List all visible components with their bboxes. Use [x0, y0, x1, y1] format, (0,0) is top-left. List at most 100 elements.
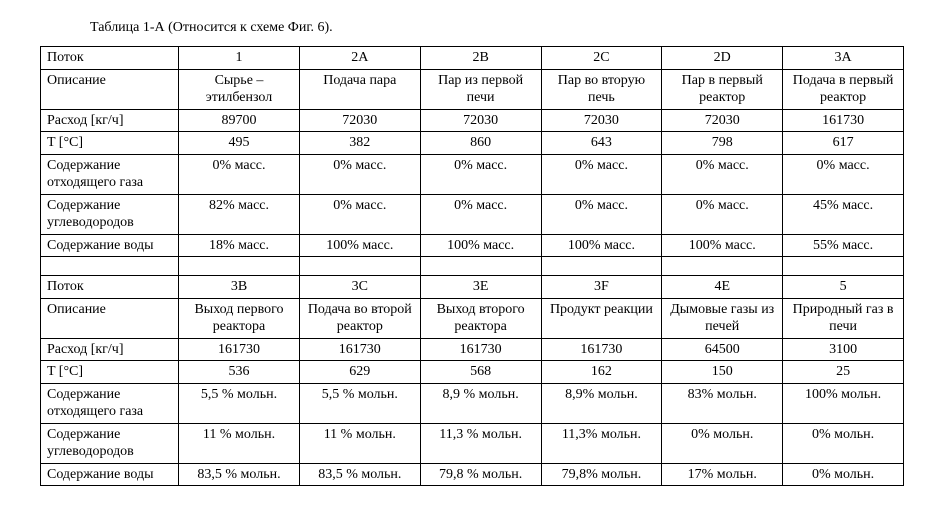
cell: 161730 [179, 338, 300, 361]
row-label: Расход [кг/ч] [41, 338, 179, 361]
row-label: T [°C] [41, 361, 179, 384]
cell: 617 [783, 132, 904, 155]
cell: 643 [541, 132, 662, 155]
cell: 0% масс. [662, 194, 783, 234]
cell: Пар из первой печи [420, 69, 541, 109]
cell: 161730 [299, 338, 420, 361]
row-label: Описание [41, 69, 179, 109]
cell: 536 [179, 361, 300, 384]
cell: 3100 [783, 338, 904, 361]
cell: 8,9 % мольн. [420, 383, 541, 423]
cell: 2A [299, 47, 420, 70]
cell: 100% масс. [662, 234, 783, 257]
cell: 382 [299, 132, 420, 155]
table-row: Описание Выход первого реактора Подача в… [41, 298, 904, 338]
cell: 17% мольн. [662, 463, 783, 486]
cell: Подача в первый реактор [783, 69, 904, 109]
table-row: Содержание углеводородов 11 % мольн. 11 … [41, 423, 904, 463]
cell: Сырье – этилбензол [179, 69, 300, 109]
row-label: Поток [41, 47, 179, 70]
cell: Подача пара [299, 69, 420, 109]
row-label: Содержание отходящего газа [41, 383, 179, 423]
cell: 3F [541, 276, 662, 299]
cell: 161730 [783, 109, 904, 132]
cell: 3C [299, 276, 420, 299]
cell: 83,5 % мольн. [299, 463, 420, 486]
cell: 83,5 % мольн. [179, 463, 300, 486]
cell: 0% масс. [783, 154, 904, 194]
cell: 860 [420, 132, 541, 155]
cell: 0% масс. [662, 154, 783, 194]
table-row: Содержание отходящего газа 5,5 % мольн. … [41, 383, 904, 423]
cell: Продукт реакции [541, 298, 662, 338]
cell: 25 [783, 361, 904, 384]
table-row: Содержание воды 18% масс. 100% масс. 100… [41, 234, 904, 257]
cell: 0% масс. [179, 154, 300, 194]
cell: 100% масс. [420, 234, 541, 257]
table-title: Таблица 1-А (Относится к схеме Фиг. 6). [90, 20, 904, 36]
cell: 0% масс. [420, 154, 541, 194]
cell: 798 [662, 132, 783, 155]
cell: 0% мольн. [783, 423, 904, 463]
cell: 5 [783, 276, 904, 299]
cell: Подача во второй реактор [299, 298, 420, 338]
cell: 1 [179, 47, 300, 70]
cell: 0% масс. [299, 194, 420, 234]
cell: 72030 [420, 109, 541, 132]
cell: 64500 [662, 338, 783, 361]
cell: 150 [662, 361, 783, 384]
table-row: Поток 1 2A 2B 2C 2D 3A [41, 47, 904, 70]
cell: 0% масс. [541, 154, 662, 194]
cell: 89700 [179, 109, 300, 132]
row-label: Содержание воды [41, 234, 179, 257]
cell: 79,8% мольн. [541, 463, 662, 486]
cell: 5,5 % мольн. [299, 383, 420, 423]
table-row: Содержание углеводородов 82% масс. 0% ма… [41, 194, 904, 234]
row-label: Содержание углеводородов [41, 423, 179, 463]
cell: 11 % мольн. [179, 423, 300, 463]
cell: Дымовые газы из печей [662, 298, 783, 338]
cell: 18% масс. [179, 234, 300, 257]
cell: 3E [420, 276, 541, 299]
cell: 495 [179, 132, 300, 155]
cell: 82% масс. [179, 194, 300, 234]
cell: 0% масс. [541, 194, 662, 234]
cell: Природный газ в печи [783, 298, 904, 338]
cell: 11,3 % мольн. [420, 423, 541, 463]
table-row: T [°C] 495 382 860 643 798 617 [41, 132, 904, 155]
cell: 568 [420, 361, 541, 384]
data-table: Поток 1 2A 2B 2C 2D 3A Описание Сырье – … [40, 46, 904, 486]
cell: Пар во вторую печь [541, 69, 662, 109]
cell: 161730 [420, 338, 541, 361]
cell: 0% мольн. [783, 463, 904, 486]
cell: Выход второго реактора [420, 298, 541, 338]
row-label: Содержание углеводородов [41, 194, 179, 234]
cell: 629 [299, 361, 420, 384]
cell: 3A [783, 47, 904, 70]
cell: 83% мольн. [662, 383, 783, 423]
table-row: Описание Сырье – этилбензол Подача пара … [41, 69, 904, 109]
cell: 161730 [541, 338, 662, 361]
cell: 5,5 % мольн. [179, 383, 300, 423]
cell: 11,3% мольн. [541, 423, 662, 463]
row-label: Содержание отходящего газа [41, 154, 179, 194]
cell: 0% масс. [299, 154, 420, 194]
table-row: Расход [кг/ч] 161730 161730 161730 16173… [41, 338, 904, 361]
cell: 100% масс. [299, 234, 420, 257]
cell: 72030 [299, 109, 420, 132]
table-row: Содержание воды 83,5 % мольн. 83,5 % мол… [41, 463, 904, 486]
cell: 0% масс. [420, 194, 541, 234]
cell: 72030 [541, 109, 662, 132]
spacer-row [41, 257, 904, 276]
table-row: T [°C] 536 629 568 162 150 25 [41, 361, 904, 384]
cell: 79,8 % мольн. [420, 463, 541, 486]
table-row: Содержание отходящего газа 0% масс. 0% м… [41, 154, 904, 194]
cell: 2D [662, 47, 783, 70]
cell: Пар в первый реактор [662, 69, 783, 109]
row-label: Описание [41, 298, 179, 338]
row-label: Поток [41, 276, 179, 299]
cell: 100% мольн. [783, 383, 904, 423]
cell: 8,9% мольн. [541, 383, 662, 423]
cell: 55% масс. [783, 234, 904, 257]
cell: 3B [179, 276, 300, 299]
